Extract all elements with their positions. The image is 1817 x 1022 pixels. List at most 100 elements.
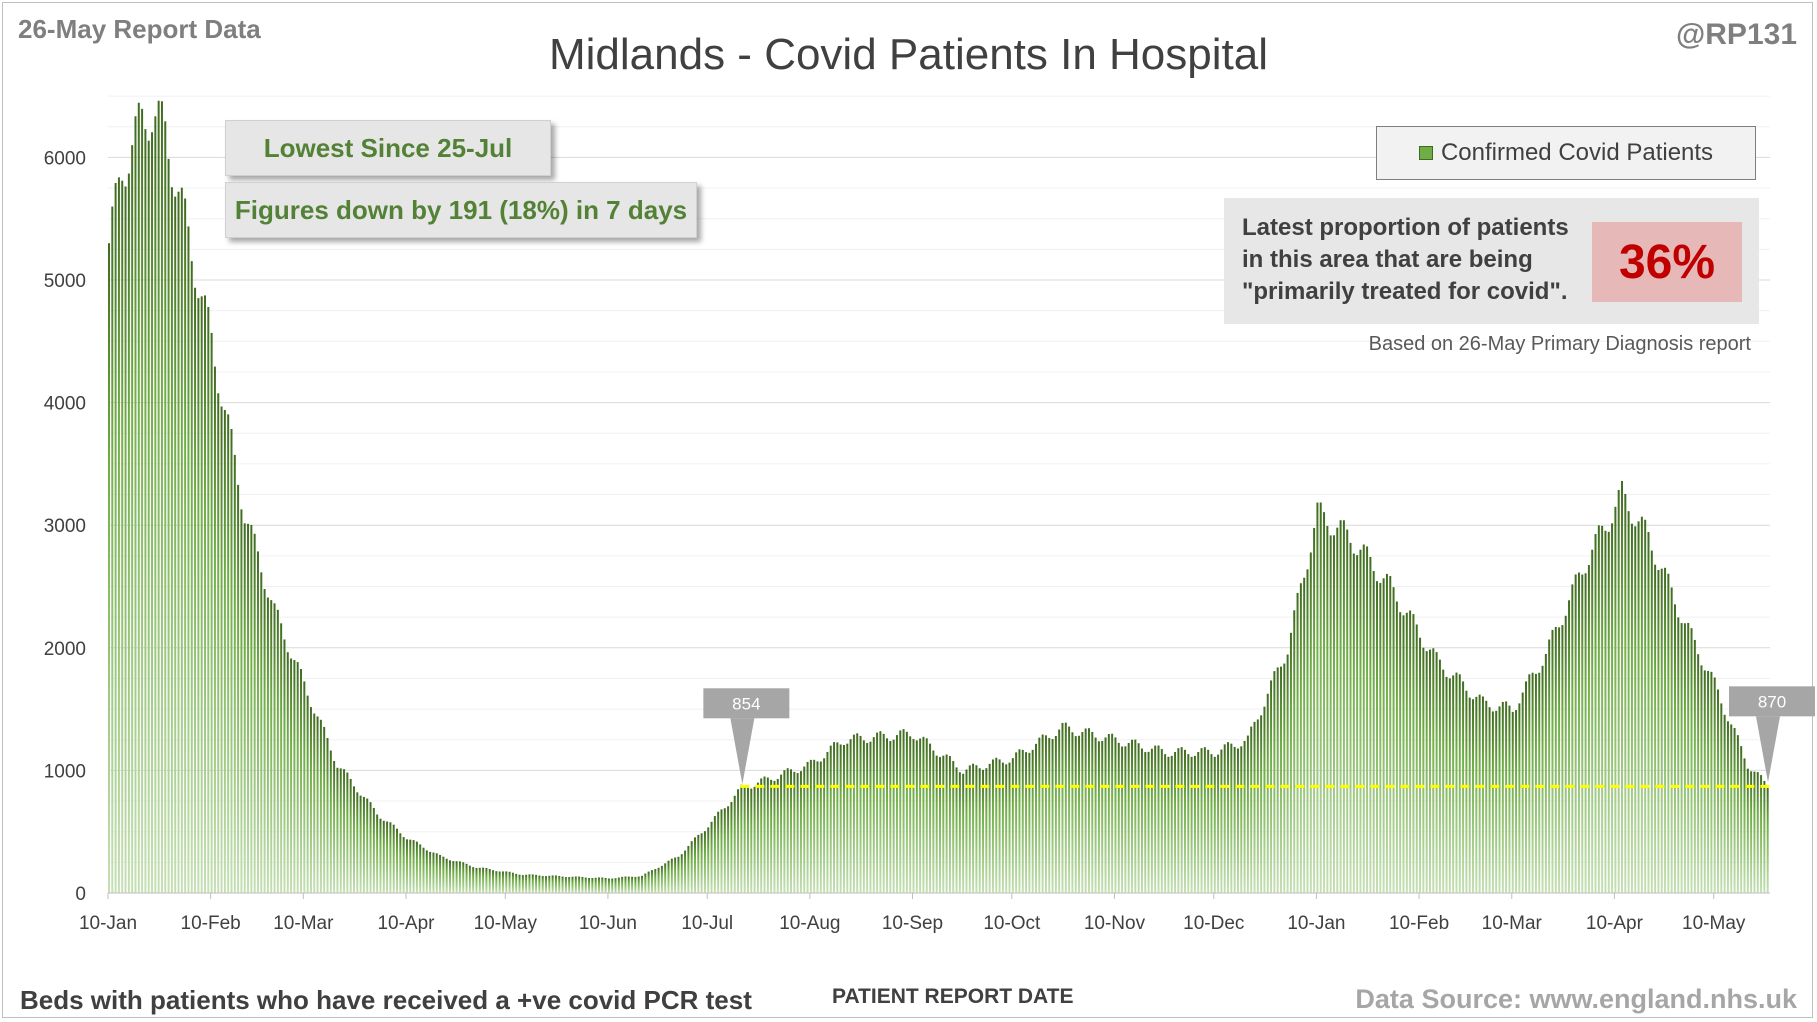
bar xyxy=(922,736,925,893)
bar xyxy=(647,871,650,893)
bar xyxy=(243,523,246,893)
bar xyxy=(1730,724,1733,893)
bar xyxy=(886,738,889,893)
bar xyxy=(1240,746,1243,893)
bar xyxy=(958,772,961,893)
bar xyxy=(1399,612,1402,893)
bar xyxy=(1008,762,1011,893)
proportion-note: Based on 26-May Primary Diagnosis report xyxy=(1368,333,1751,355)
bar xyxy=(1001,762,1004,893)
bar xyxy=(1720,703,1723,893)
bar xyxy=(531,874,534,893)
bar xyxy=(184,198,187,894)
bar xyxy=(333,760,336,893)
bar xyxy=(1015,752,1018,893)
bar xyxy=(674,857,677,893)
bar xyxy=(160,101,163,894)
x-tick-label: 10-May xyxy=(474,913,538,934)
bar xyxy=(760,778,763,893)
bar xyxy=(803,766,806,893)
bar xyxy=(793,771,796,893)
bar xyxy=(1607,531,1610,893)
bar xyxy=(545,876,548,893)
bar xyxy=(1385,573,1388,893)
bar xyxy=(396,828,399,893)
bar xyxy=(1127,743,1130,893)
y-tick-label: 0 xyxy=(75,884,86,905)
bar xyxy=(515,873,518,893)
bar xyxy=(1078,735,1081,893)
bar xyxy=(862,740,865,893)
bar xyxy=(200,296,203,893)
bar xyxy=(455,861,458,893)
bar xyxy=(799,771,802,893)
bar xyxy=(1465,690,1468,893)
bar xyxy=(1581,574,1584,893)
bar xyxy=(114,183,117,893)
bar xyxy=(1121,746,1124,893)
bar xyxy=(266,597,269,893)
bar xyxy=(1664,567,1667,893)
bar xyxy=(1071,732,1074,893)
bar xyxy=(121,180,124,893)
bar xyxy=(197,298,200,894)
bar xyxy=(124,186,127,894)
bar xyxy=(449,860,451,893)
bar xyxy=(240,509,243,893)
annotations: 854 870 xyxy=(703,686,1815,785)
x-tick-label: 10-Mar xyxy=(273,913,334,934)
bar xyxy=(1405,612,1408,893)
bar xyxy=(1005,764,1008,893)
bar xyxy=(1339,520,1342,893)
bar xyxy=(432,852,435,893)
bar xyxy=(1455,672,1458,893)
bar xyxy=(306,695,309,893)
bar xyxy=(909,736,912,893)
bar xyxy=(1680,623,1683,893)
bar xyxy=(1094,737,1097,893)
bar xyxy=(889,741,892,893)
bar xyxy=(204,295,206,893)
bar xyxy=(1697,654,1700,893)
bar xyxy=(1203,747,1206,893)
bar xyxy=(667,860,670,893)
bar xyxy=(369,802,372,893)
bar xyxy=(147,140,150,893)
bar xyxy=(498,871,501,893)
marker-label: 870 xyxy=(1758,692,1786,711)
bar xyxy=(286,652,289,893)
bar xyxy=(452,861,455,893)
bar xyxy=(1346,529,1349,893)
bar xyxy=(809,759,812,893)
x-tick-label: 10-May xyxy=(1682,913,1746,934)
bar xyxy=(700,833,703,893)
bar xyxy=(1174,752,1177,893)
bar xyxy=(180,187,183,894)
x-tick-label: 10-Feb xyxy=(181,913,241,934)
bar xyxy=(614,878,617,893)
bar xyxy=(584,877,587,893)
bar xyxy=(405,839,408,893)
bar xyxy=(210,332,213,893)
bar xyxy=(422,847,425,893)
value-marker: 870 xyxy=(1729,686,1815,783)
bar xyxy=(111,206,114,893)
bar xyxy=(1554,626,1557,893)
bar xyxy=(1458,674,1461,893)
bar xyxy=(939,757,941,893)
bar xyxy=(1428,649,1431,893)
bar xyxy=(1637,521,1640,893)
bar xyxy=(1323,512,1326,893)
bar xyxy=(1574,574,1577,893)
bar xyxy=(965,769,968,893)
bar xyxy=(1481,696,1484,893)
bar xyxy=(1309,552,1312,893)
bar xyxy=(617,877,620,893)
bar xyxy=(392,824,395,893)
bar xyxy=(1356,555,1359,893)
bar xyxy=(1260,715,1263,893)
bar xyxy=(521,875,524,893)
bar xyxy=(746,787,749,893)
bar xyxy=(1505,701,1508,893)
axes: 0 1000 2000 3000 4000 5000 6000 10-Jan 10-Feb 10-… xyxy=(44,148,1770,934)
